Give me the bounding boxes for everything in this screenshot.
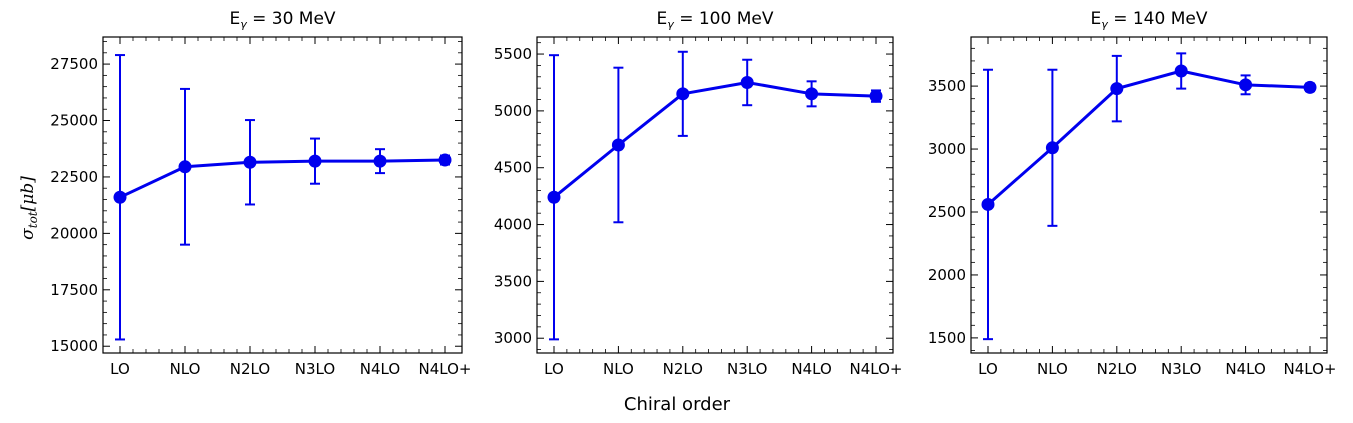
plot-frame — [536, 36, 894, 354]
data-point — [243, 155, 257, 169]
series-line — [987, 69, 1311, 206]
x-tick-label: N4LO — [791, 360, 831, 378]
plot-frame — [970, 36, 1328, 354]
y-tick-label: 22500 — [50, 168, 98, 186]
panel-title: Eγ = 100 MeV — [657, 9, 774, 31]
panel-title: Eγ = 30 MeV — [229, 9, 335, 31]
x-tick-label: N2LO — [663, 360, 703, 378]
x-tick-label: N3LO — [295, 360, 335, 378]
series-line — [553, 80, 877, 199]
data-point — [740, 75, 754, 89]
y-tick-label: 17500 — [50, 281, 98, 299]
x-tick-label: LO — [110, 360, 130, 378]
x-tick-label: NLO — [1037, 360, 1068, 378]
y-tick-label: 3500 — [494, 272, 532, 290]
x-tick-label: N4LO+ — [419, 360, 472, 378]
y-tick-label: 3000 — [928, 140, 966, 158]
x-tick-label: N3LO — [727, 360, 767, 378]
x-tick-label: N4LO — [360, 360, 400, 378]
y-tick-label: 27500 — [50, 55, 98, 73]
x-tick-label: N4LO+ — [1284, 360, 1337, 378]
data-point — [611, 138, 625, 152]
x-tick-label: N4LO+ — [850, 360, 903, 378]
data-point — [113, 190, 127, 204]
x-tick-label: N2LO — [230, 360, 270, 378]
data-point — [805, 87, 819, 101]
x-tick-label: N2LO — [1097, 360, 1137, 378]
data-point — [1239, 78, 1253, 92]
x-tick-label: NLO — [603, 360, 634, 378]
data-point — [1174, 64, 1188, 78]
y-tick-label: 2000 — [928, 266, 966, 284]
panel-3: Eγ = 140 MeV 1500 2000 2500 3000 3500 LO NLO N2L… — [928, 9, 1337, 378]
x-axis-label: Chiral order — [624, 394, 731, 415]
data-point — [1303, 80, 1317, 94]
data-point — [308, 154, 322, 168]
data-point — [178, 160, 192, 174]
y-tick-label: 20000 — [50, 224, 98, 242]
y-tick-label: 4000 — [494, 216, 532, 234]
panel-2: Eγ = 100 MeV 3000 3500 4000 4500 5000 5500 LO NL… — [494, 9, 903, 378]
data-point — [373, 154, 387, 168]
y-tick-label: 2500 — [928, 203, 966, 221]
data-point — [981, 197, 995, 211]
data-point — [869, 89, 883, 103]
data-point — [676, 87, 690, 101]
y-tick-label: 15000 — [50, 337, 98, 355]
series-line — [119, 158, 446, 199]
panel-title: Eγ = 140 MeV — [1091, 9, 1208, 31]
data-point — [438, 153, 452, 167]
x-tick-label: LO — [978, 360, 998, 378]
data-point — [1045, 141, 1059, 155]
y-tick-label: 5500 — [494, 45, 532, 63]
y-axis-label: σtot[μb] — [18, 176, 40, 240]
y-tick-label: 3000 — [494, 329, 532, 347]
x-tick-label: N3LO — [1161, 360, 1201, 378]
data-point — [1110, 82, 1124, 96]
x-tick-label: LO — [544, 360, 564, 378]
y-tick-label: 5000 — [494, 102, 532, 120]
y-tick-label: 25000 — [50, 112, 98, 130]
x-tick-label: NLO — [170, 360, 201, 378]
x-tick-label: N4LO — [1225, 360, 1265, 378]
y-tick-label: 4500 — [494, 159, 532, 177]
panel-1: Eγ = 30 MeV 15000 17500 20000 22500 25000 2750… — [50, 9, 471, 378]
data-point — [547, 190, 561, 204]
y-tick-label: 1500 — [928, 329, 966, 347]
plot-frame — [102, 36, 463, 354]
y-tick-label: 3500 — [928, 77, 966, 95]
